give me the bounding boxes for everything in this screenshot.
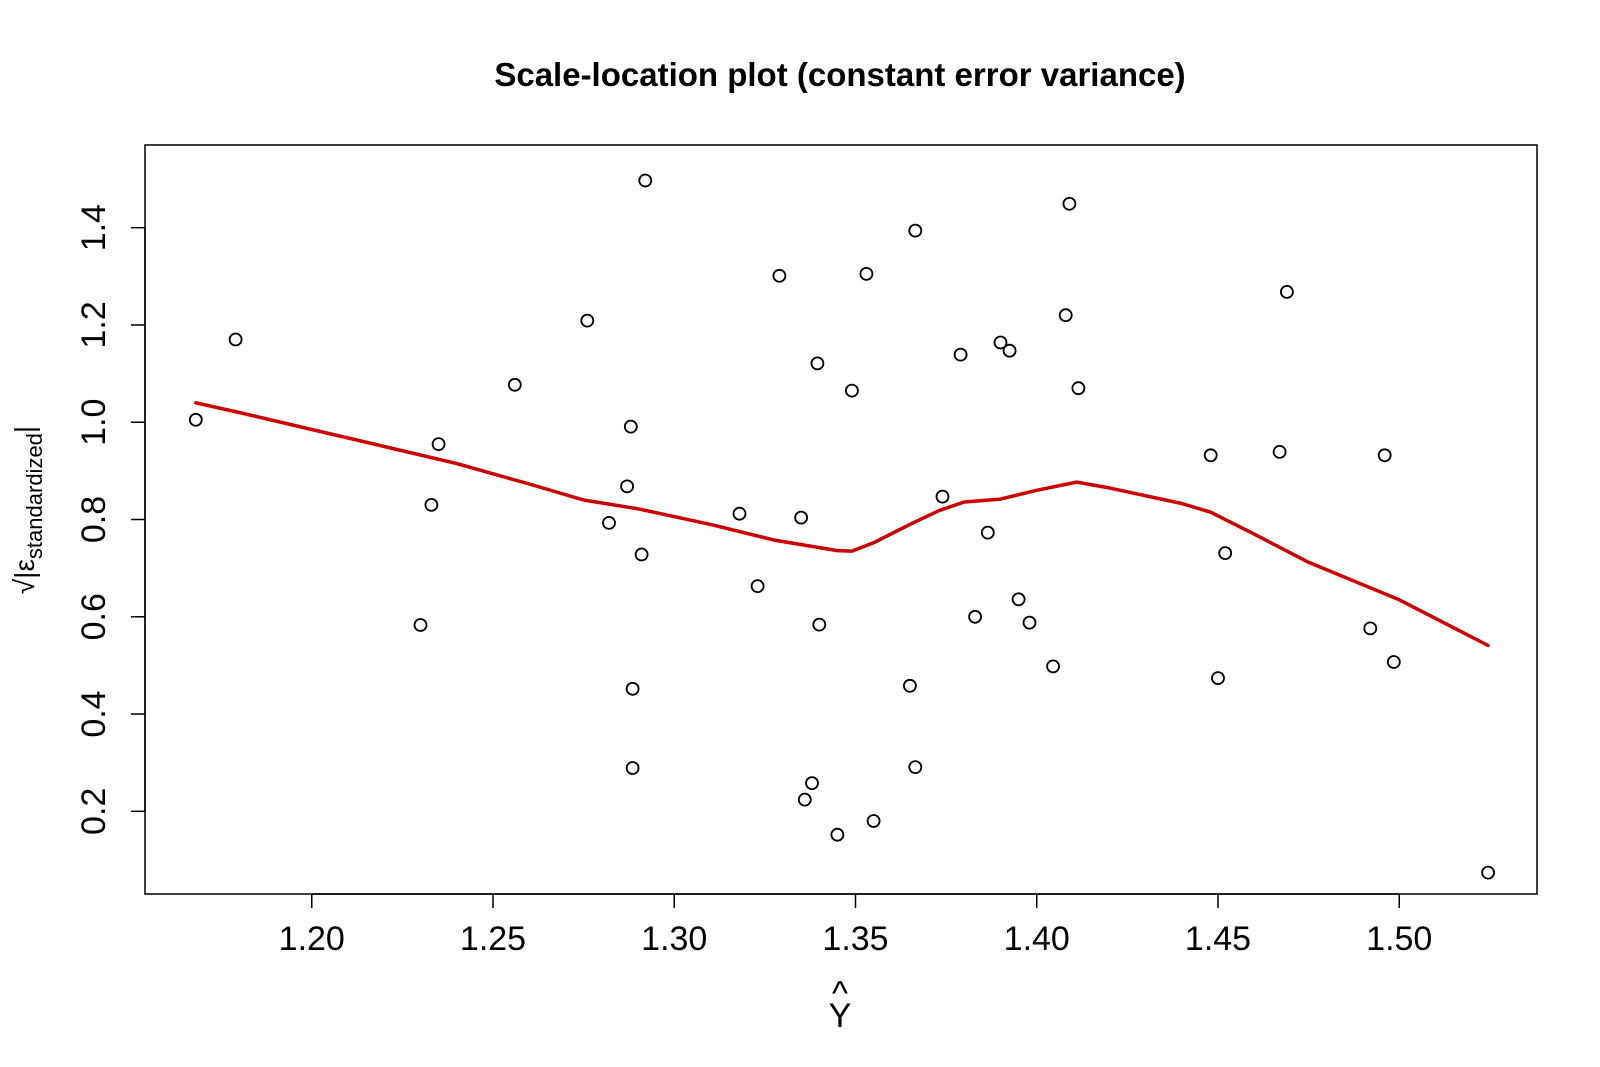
y-tick-label: 0.4 bbox=[75, 690, 113, 737]
x-axis-label-text: Y bbox=[829, 997, 852, 1035]
y-tick-label: 1.4 bbox=[75, 204, 113, 251]
data-point bbox=[1218, 546, 1233, 560]
y-label-subscript: standardized bbox=[22, 433, 47, 559]
data-point bbox=[623, 419, 638, 434]
y-label-suffix: | bbox=[9, 426, 40, 433]
data-point bbox=[580, 313, 595, 328]
data-point bbox=[1058, 308, 1073, 323]
y-tick-label: 1.0 bbox=[75, 399, 113, 446]
data-point bbox=[188, 412, 203, 427]
y-tick-label: 1.2 bbox=[75, 301, 113, 348]
x-axis-label-hat: ^ bbox=[832, 975, 848, 1013]
data-point bbox=[1022, 615, 1037, 630]
data-point bbox=[625, 761, 640, 775]
y-axis-label: √|εstandardized| bbox=[9, 426, 47, 594]
data-point bbox=[1386, 655, 1401, 669]
data-point bbox=[1211, 671, 1225, 685]
data-point bbox=[750, 579, 765, 593]
data-point bbox=[413, 618, 428, 632]
data-point bbox=[1002, 343, 1017, 358]
data-point bbox=[794, 510, 808, 525]
y-axis: 0.2 0.4 0.6 0.8 1.0 1.2 1.4 bbox=[75, 204, 146, 835]
x-tick-label: 1.30 bbox=[641, 920, 707, 958]
data-point bbox=[634, 547, 649, 562]
x-axis-label: ^ Y bbox=[829, 975, 852, 1035]
data-point bbox=[732, 506, 747, 521]
x-tick-label: 1.50 bbox=[1366, 920, 1432, 958]
data-point bbox=[431, 437, 446, 452]
x-tick-label: 1.25 bbox=[460, 920, 526, 958]
data-point bbox=[797, 792, 812, 807]
data-point bbox=[1377, 448, 1392, 463]
data-point bbox=[866, 814, 881, 828]
data-point bbox=[625, 681, 640, 696]
x-tick-label: 1.40 bbox=[1004, 920, 1070, 958]
data-point bbox=[1046, 659, 1060, 674]
y-tick-label: 0.8 bbox=[75, 496, 113, 543]
data-point bbox=[507, 377, 522, 392]
data-point bbox=[1481, 865, 1495, 880]
data-point bbox=[1062, 196, 1077, 211]
data-point bbox=[810, 356, 825, 371]
x-axis: 1.20 1.25 1.30 1.35 1.40 1.45 1.50 bbox=[279, 893, 1432, 958]
data-point bbox=[638, 173, 653, 188]
data-point bbox=[908, 223, 923, 238]
x-tick-label: 1.45 bbox=[1185, 920, 1251, 958]
data-point bbox=[424, 497, 439, 512]
data-point bbox=[935, 489, 950, 504]
smoother-line bbox=[194, 401, 1490, 648]
data-point bbox=[908, 760, 923, 774]
x-tick-label: 1.35 bbox=[822, 920, 888, 958]
data-point bbox=[903, 678, 917, 693]
data-point bbox=[845, 383, 859, 398]
x-tick-label: 1.20 bbox=[279, 920, 345, 958]
data-point bbox=[968, 609, 982, 624]
data-point bbox=[953, 347, 968, 362]
data-point bbox=[1011, 592, 1026, 607]
data-point bbox=[1203, 448, 1218, 463]
data-point bbox=[812, 617, 827, 632]
y-axis-label-text: √|εstandardized| bbox=[9, 426, 47, 594]
data-point bbox=[228, 332, 243, 347]
data-point bbox=[1363, 621, 1378, 636]
data-point bbox=[620, 479, 634, 494]
data-point bbox=[993, 335, 1008, 350]
data-point bbox=[1071, 381, 1086, 396]
smoother-series bbox=[194, 401, 1490, 648]
data-point bbox=[830, 827, 845, 842]
y-label-base: |ε bbox=[9, 559, 40, 579]
chart-title: Scale-location plot (constant error vari… bbox=[494, 56, 1185, 93]
y-tick-label: 0.2 bbox=[75, 788, 113, 835]
y-label-radical: √ bbox=[9, 578, 40, 594]
residual-points bbox=[188, 173, 1495, 880]
y-tick-label: 0.6 bbox=[75, 593, 113, 640]
data-point bbox=[602, 516, 616, 530]
data-point bbox=[805, 776, 819, 790]
data-point bbox=[1272, 444, 1287, 459]
data-point bbox=[1280, 284, 1294, 299]
data-point bbox=[980, 525, 995, 540]
data-point bbox=[859, 266, 874, 281]
plot-frame bbox=[144, 144, 1538, 895]
data-point bbox=[772, 268, 787, 283]
